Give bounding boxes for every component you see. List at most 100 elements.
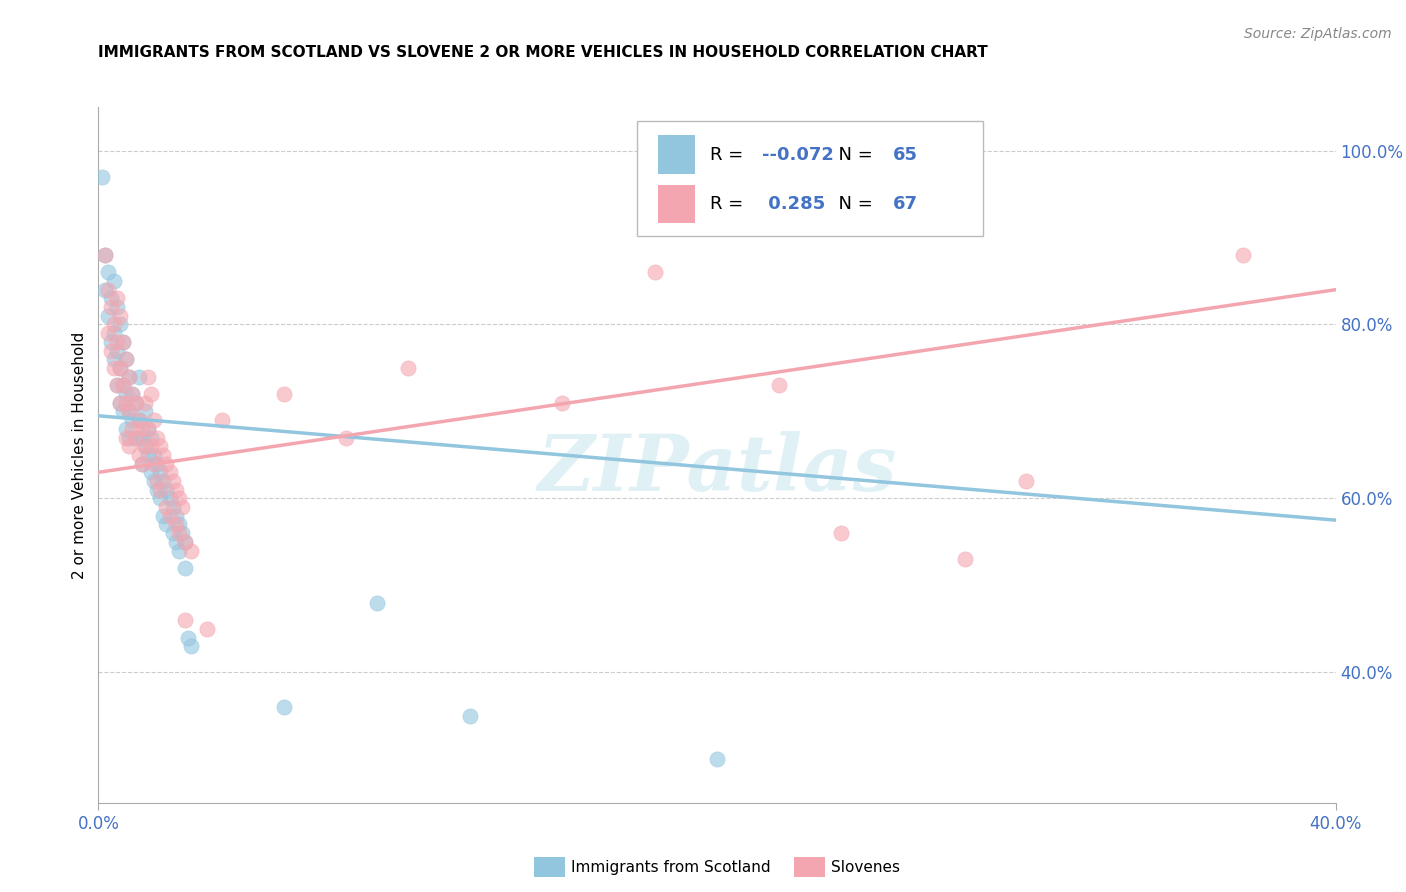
Text: --0.072: --0.072 <box>762 145 834 163</box>
Point <box>159 466 181 480</box>
Point <box>162 526 184 541</box>
Text: 65: 65 <box>893 145 918 163</box>
Point <box>90 169 112 184</box>
Point <box>396 360 419 375</box>
Point <box>146 474 169 488</box>
FancyBboxPatch shape <box>637 121 983 235</box>
Point <box>165 508 187 523</box>
Point <box>139 430 162 444</box>
Point <box>124 396 146 410</box>
Point <box>174 534 197 549</box>
Text: N =: N = <box>827 145 879 163</box>
Point <box>93 248 115 262</box>
Point <box>105 334 128 349</box>
Point <box>115 422 138 436</box>
Text: R =: R = <box>710 195 748 213</box>
Point <box>149 483 172 497</box>
Point <box>180 639 202 653</box>
FancyBboxPatch shape <box>658 186 695 223</box>
Text: Slovenes: Slovenes <box>831 860 900 874</box>
Point <box>103 274 125 288</box>
Point <box>146 457 169 471</box>
Point <box>273 700 295 714</box>
Point <box>167 491 190 506</box>
Point <box>115 352 138 367</box>
Point <box>108 396 131 410</box>
Point <box>128 413 150 427</box>
Point <box>644 265 666 279</box>
Point <box>105 291 128 305</box>
Text: 67: 67 <box>893 195 918 213</box>
Point <box>139 466 162 480</box>
Point <box>551 396 574 410</box>
Point <box>143 474 166 488</box>
Point <box>105 378 128 392</box>
Point <box>128 369 150 384</box>
Point <box>97 309 120 323</box>
Point <box>118 369 141 384</box>
Point <box>768 378 790 392</box>
Text: IMMIGRANTS FROM SCOTLAND VS SLOVENE 2 OR MORE VEHICLES IN HOUSEHOLD CORRELATION : IMMIGRANTS FROM SCOTLAND VS SLOVENE 2 OR… <box>98 45 988 60</box>
Point <box>134 439 156 453</box>
Point <box>105 300 128 314</box>
Point <box>118 430 141 444</box>
Point <box>97 265 120 279</box>
Point <box>335 430 357 444</box>
Point <box>118 404 141 418</box>
Point <box>146 430 169 444</box>
Point <box>165 483 187 497</box>
Point <box>100 291 122 305</box>
Point <box>167 543 190 558</box>
Point <box>118 404 141 418</box>
Point <box>165 517 187 532</box>
Text: Immigrants from Scotland: Immigrants from Scotland <box>571 860 770 874</box>
Point <box>953 552 976 566</box>
Point <box>165 534 187 549</box>
FancyBboxPatch shape <box>658 136 695 174</box>
Point <box>105 378 128 392</box>
Point <box>134 404 156 418</box>
Point <box>180 543 202 558</box>
Point <box>112 334 135 349</box>
Point <box>162 474 184 488</box>
Point <box>136 448 159 462</box>
Point <box>174 534 197 549</box>
Point <box>124 430 146 444</box>
Point <box>152 474 174 488</box>
Text: 0.285: 0.285 <box>762 195 825 213</box>
Point <box>124 396 146 410</box>
Point <box>100 300 122 314</box>
Point <box>170 526 193 541</box>
Point <box>177 631 200 645</box>
Point <box>273 387 295 401</box>
Point <box>118 439 141 453</box>
Point <box>124 430 146 444</box>
Point <box>128 413 150 427</box>
Point <box>108 396 131 410</box>
Point <box>100 334 122 349</box>
Point <box>128 448 150 462</box>
Point <box>136 422 159 436</box>
Point <box>134 439 156 453</box>
Point <box>112 378 135 392</box>
Point <box>121 422 143 436</box>
Point <box>155 500 177 514</box>
Point <box>139 387 162 401</box>
Point <box>174 561 197 575</box>
Point <box>167 526 190 541</box>
Point <box>115 387 138 401</box>
Point <box>152 508 174 523</box>
Point <box>830 526 852 541</box>
Point <box>139 439 162 453</box>
Point <box>211 413 233 427</box>
Point <box>155 457 177 471</box>
Point <box>115 352 138 367</box>
Point <box>167 517 190 532</box>
Point <box>143 457 166 471</box>
Point <box>131 422 153 436</box>
Point <box>458 708 481 723</box>
Point <box>152 448 174 462</box>
Point <box>93 283 115 297</box>
Point <box>97 326 120 340</box>
Point <box>136 369 159 384</box>
